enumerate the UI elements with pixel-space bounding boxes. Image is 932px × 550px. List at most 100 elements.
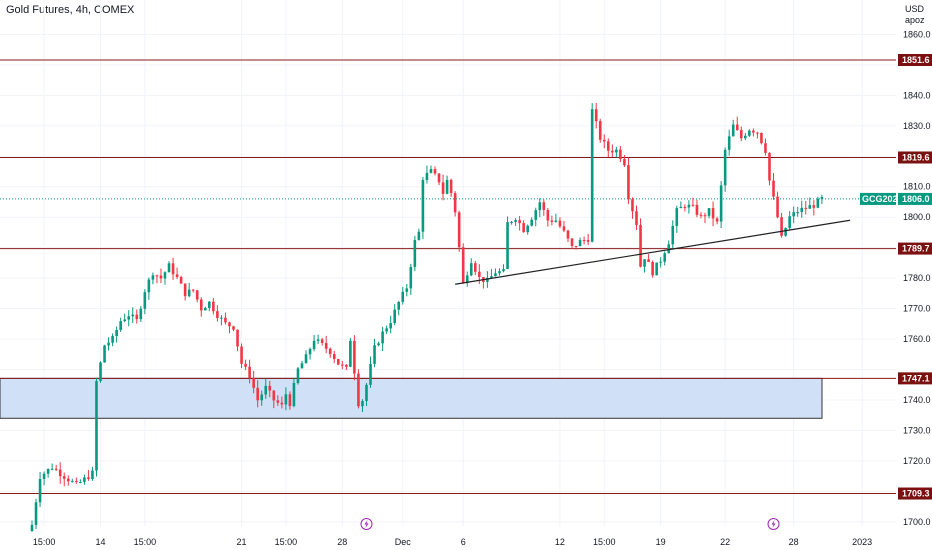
candle-body (292, 383, 296, 407)
candle-body (566, 230, 570, 239)
candle-body (385, 328, 388, 332)
candle-body (461, 247, 465, 284)
candle-body (457, 212, 461, 248)
candle-body (50, 468, 54, 470)
price-tick-label: 1800.0 (903, 212, 931, 222)
candle-body (615, 149, 618, 153)
candle-body (695, 204, 699, 215)
price-tick-label: 1760.0 (903, 334, 931, 344)
candle-body (58, 469, 62, 477)
candle-body (256, 387, 259, 401)
time-axis[interactable]: 15:00 14 15:00 21 15:00 28 Dec 6 12 15:00 19 22 28 20… (33, 537, 872, 547)
candle-body (784, 227, 787, 236)
event-markers[interactable] (360, 518, 780, 530)
candle-body (494, 273, 497, 277)
candle-body (38, 478, 42, 503)
candle-body (574, 245, 578, 247)
candle-body (401, 291, 405, 302)
candle-body (208, 301, 211, 308)
candle-body (353, 340, 356, 374)
time-tick-label: 15:00 (275, 537, 298, 547)
demand-zone-rect[interactable] (0, 377, 823, 419)
candle-body (332, 354, 336, 360)
candle-body (598, 121, 602, 140)
last-price-label: 1806.0 (902, 194, 930, 204)
candle-body (631, 199, 634, 212)
price-tick-label: 1720.0 (903, 456, 931, 466)
candle-body (602, 139, 606, 142)
candle-body (143, 292, 147, 309)
candle-body (163, 272, 167, 279)
candle-body (671, 225, 675, 245)
candle-body (316, 339, 320, 341)
candle-body (99, 362, 102, 382)
trendline-group[interactable] (455, 219, 851, 285)
candle-body (357, 373, 360, 407)
candle-body (389, 323, 392, 329)
candle-body (590, 109, 594, 242)
price-tick-label: 1830.0 (903, 121, 931, 131)
candle-body (393, 309, 396, 324)
candle-body (619, 149, 622, 160)
level-price-tag[interactable] (898, 487, 932, 500)
candle-body (42, 473, 46, 479)
candle-body (220, 317, 223, 319)
level-price-tag[interactable] (898, 372, 932, 385)
price-tick-label: 1740.0 (903, 395, 931, 405)
candle-body (550, 220, 554, 222)
price-tick-label: 1860.0 (903, 29, 931, 39)
candle-body (510, 221, 513, 223)
price-tick-label: 1840.0 (903, 90, 931, 100)
candle-body (469, 263, 473, 276)
candle-body (216, 311, 219, 318)
trendline[interactable] (455, 219, 851, 285)
ticker-tag[interactable] (860, 192, 896, 205)
candle-body (71, 481, 74, 483)
last-price-tag[interactable] (898, 192, 932, 205)
level-price-tag[interactable] (898, 54, 932, 66)
candle-body (723, 149, 727, 186)
candle-body (260, 394, 264, 401)
candle-body (284, 394, 288, 405)
level-price-tag[interactable] (898, 242, 932, 255)
candle-body (594, 109, 598, 122)
candle-body (417, 231, 421, 240)
candle-body (429, 169, 433, 173)
candle-body (558, 220, 562, 227)
candle-body (224, 317, 227, 323)
candle-body (425, 172, 429, 181)
candle-body (498, 271, 501, 274)
candle-body (586, 240, 590, 242)
candle-body (304, 354, 308, 364)
candle-body (578, 240, 582, 247)
level-price-tag[interactable] (898, 151, 932, 164)
candle-body (336, 359, 340, 365)
lightning-icon[interactable] (767, 518, 780, 530)
price-unit: USD apoz (905, 4, 925, 26)
candle-body (748, 130, 751, 136)
price-axis[interactable]: 1700.0 1720.0 1730.0 1740.0 1760.0 1770.0 1780… (860, 29, 932, 527)
candle-body (167, 263, 171, 273)
candle-body (147, 279, 151, 293)
demand-zone[interactable] (0, 377, 823, 419)
level-lines[interactable] (0, 59, 896, 495)
candle-body (191, 289, 195, 291)
candle-body (554, 220, 558, 222)
candle-body (139, 308, 143, 320)
candle-body (62, 476, 66, 479)
candle-body (155, 275, 159, 277)
candle-body (683, 206, 687, 208)
candle-body (437, 173, 441, 183)
candle-body (582, 240, 586, 242)
candle-body (183, 283, 187, 297)
candle-body (772, 180, 775, 197)
lightning-icon[interactable] (360, 518, 373, 530)
candle-body (240, 346, 243, 364)
candle-body (212, 301, 215, 312)
candle-body (91, 470, 94, 479)
currency-label: USD (905, 4, 925, 14)
candle-body (768, 152, 771, 181)
candle-body (522, 223, 525, 233)
candle-body (546, 209, 550, 221)
